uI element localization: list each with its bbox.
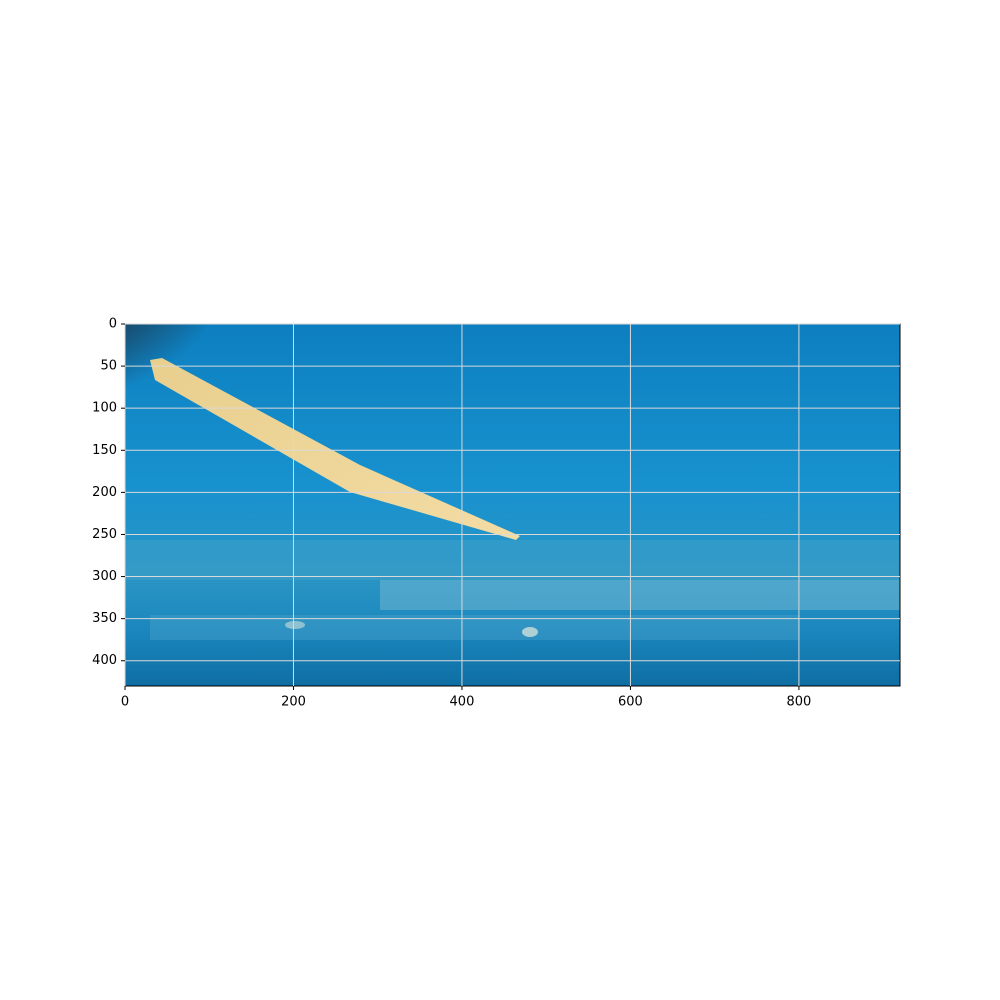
x-tick-label: 600 (618, 695, 643, 710)
y-tick-label: 350 (92, 611, 117, 626)
y-tick-label: 150 (92, 443, 117, 458)
x-tick-label: 400 (450, 695, 475, 710)
x-tick-label: 200 (281, 695, 306, 710)
y-tick-label: 300 (92, 569, 117, 584)
y-tick-label: 0 (109, 317, 117, 332)
photo (125, 324, 900, 686)
y-tick-label: 200 (92, 485, 117, 500)
y-tick-label: 50 (100, 359, 117, 374)
x-tick-label: 0 (121, 695, 129, 710)
y-tick-label: 250 (92, 527, 117, 542)
x-tick-label: 800 (786, 695, 811, 710)
y-tick-label: 100 (92, 401, 117, 416)
y-tick-label: 400 (92, 653, 117, 668)
